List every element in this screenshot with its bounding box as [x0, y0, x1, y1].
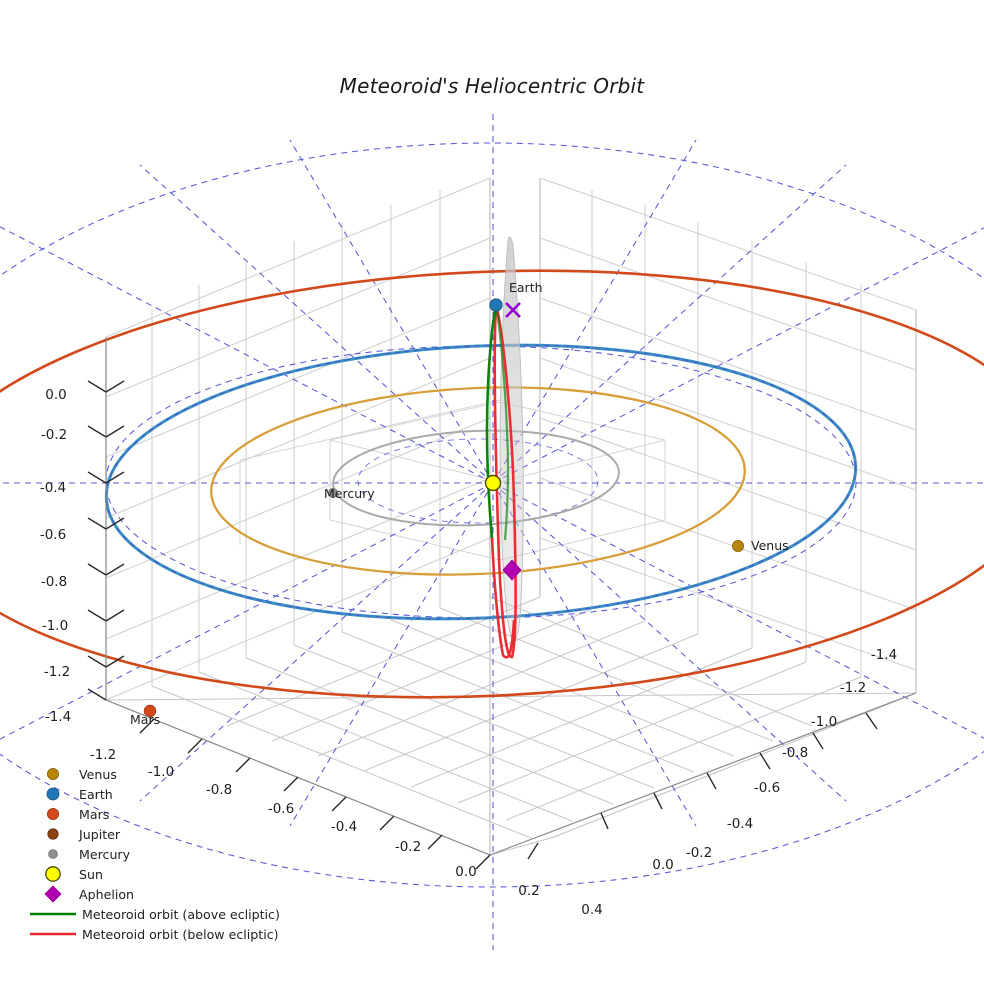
y-tick-1: -0.2 [686, 845, 712, 861]
mercury-marker-icon [48, 849, 58, 859]
y-axis-tick-labels: 0.0 -0.2 -0.4 -0.6 -0.8 -1.0 -1.2 -1.4 [652, 647, 897, 873]
earth-marker-icon [46, 787, 60, 801]
legend-item-orbit-below[interactable]: Meteoroid orbit (below ecliptic) [30, 927, 279, 942]
legend-label-mercury: Mercury [79, 847, 131, 862]
z-tick-6: -1.2 [44, 664, 70, 680]
pane-grid-back-right [539, 177, 917, 693]
z-tick-2: -0.4 [40, 480, 66, 496]
x-tick-6: 0.0 [455, 864, 476, 880]
aphelion-marker-icon [44, 885, 62, 903]
x-axis-tick-labels: -1.2 -1.0 -0.8 -0.6 -0.4 -0.2 0.0 0.2 0.… [90, 747, 603, 918]
label-venus: Venus [751, 538, 789, 553]
body-markers [143, 298, 745, 718]
legend-label-sun: Sun [79, 867, 103, 882]
x-tick-2: -0.8 [206, 782, 232, 798]
y-tick-7: -1.4 [871, 647, 897, 663]
x-tick-1: -1.0 [148, 764, 174, 780]
axis-ticks [87, 380, 878, 870]
x-tick-4: -0.4 [331, 819, 357, 835]
z-tick-7: -1.4 [45, 709, 71, 725]
legend-item-mars[interactable]: Mars [47, 807, 109, 822]
sun-marker-icon [484, 474, 502, 492]
z-tick-1: -0.2 [41, 427, 67, 443]
y-axis-spine [489, 692, 917, 856]
earth-orbit-dash [105, 344, 857, 620]
mercury-body-marker-icon [327, 487, 338, 498]
z-axis-tick-labels: 0.0 -0.2 -0.4 -0.6 -0.8 -1.0 -1.2 -1.4 [40, 387, 71, 725]
label-mars: Mars [130, 712, 160, 727]
legend-label-mars: Mars [79, 807, 109, 822]
z-tick-3: -0.6 [40, 527, 66, 543]
legend-item-earth[interactable]: Earth [46, 787, 113, 802]
z-tick-0: 0.0 [45, 387, 66, 403]
mercury-orbit [332, 429, 620, 527]
legend-label-venus: Venus [79, 767, 117, 782]
legend-label-orbit-below: Meteoroid orbit (below ecliptic) [82, 927, 279, 942]
pane-grid-back-left [105, 177, 491, 701]
x-tick-0: -1.2 [90, 747, 116, 763]
venus-marker-icon [47, 768, 60, 781]
venus-body-marker-icon [732, 540, 745, 553]
legend-item-aphelion[interactable]: Aphelion [44, 885, 134, 903]
legend-item-sun[interactable]: Sun [45, 866, 103, 882]
x-tick-3: -0.6 [268, 801, 294, 817]
mars-orbit [0, 269, 984, 699]
y-tick-3: -0.6 [754, 780, 780, 796]
y-tick-2: -0.4 [727, 816, 753, 832]
legend-label-orbit-above: Meteoroid orbit (above ecliptic) [82, 907, 280, 922]
legend: Venus Earth Mars Jupiter Mercury [30, 767, 280, 942]
meteoroid-orbit-above [485, 304, 510, 541]
legend-label-earth: Earth [79, 787, 113, 802]
earth-body-marker-icon [489, 298, 503, 312]
x-tick-5: -0.2 [395, 839, 421, 855]
y-tick-5: -1.0 [811, 714, 837, 730]
inner-axis-box [239, 399, 666, 561]
legend-label-aphelion: Aphelion [79, 887, 134, 902]
body-name-labels: Earth Venus Mars Mercury [130, 280, 789, 727]
mars-marker-icon [47, 808, 60, 821]
label-earth: Earth [509, 280, 543, 295]
page-title: Meteoroid's Heliocentric Orbit [339, 74, 645, 98]
x-tick-8: 0.4 [581, 902, 602, 918]
legend-item-venus[interactable]: Venus [47, 767, 117, 782]
y-tick-6: -1.2 [840, 680, 866, 696]
y-tick-4: -0.8 [782, 745, 808, 761]
perihelion-x-marker-icon [505, 302, 521, 318]
meteoroid-orbit-below-lower [490, 537, 516, 659]
z-tick-4: -0.8 [41, 574, 67, 590]
label-mercury: Mercury [324, 486, 375, 501]
legend-label-jupiter: Jupiter [78, 827, 121, 842]
aphelion-marker-icon [502, 559, 522, 581]
x-tick-7: 0.2 [518, 883, 539, 899]
venus-orbit [210, 386, 746, 576]
y-tick-0: 0.0 [652, 857, 673, 873]
mars-body-marker-icon [143, 704, 157, 718]
legend-item-orbit-above[interactable]: Meteoroid orbit (above ecliptic) [30, 907, 280, 922]
legend-item-jupiter[interactable]: Jupiter [47, 827, 121, 842]
meteoroid-orbit-below [493, 304, 517, 659]
z-tick-5: -1.0 [42, 618, 68, 634]
sun-marker-icon [45, 866, 61, 882]
legend-item-mercury[interactable]: Mercury [48, 847, 131, 862]
jupiter-marker-icon [47, 828, 59, 840]
